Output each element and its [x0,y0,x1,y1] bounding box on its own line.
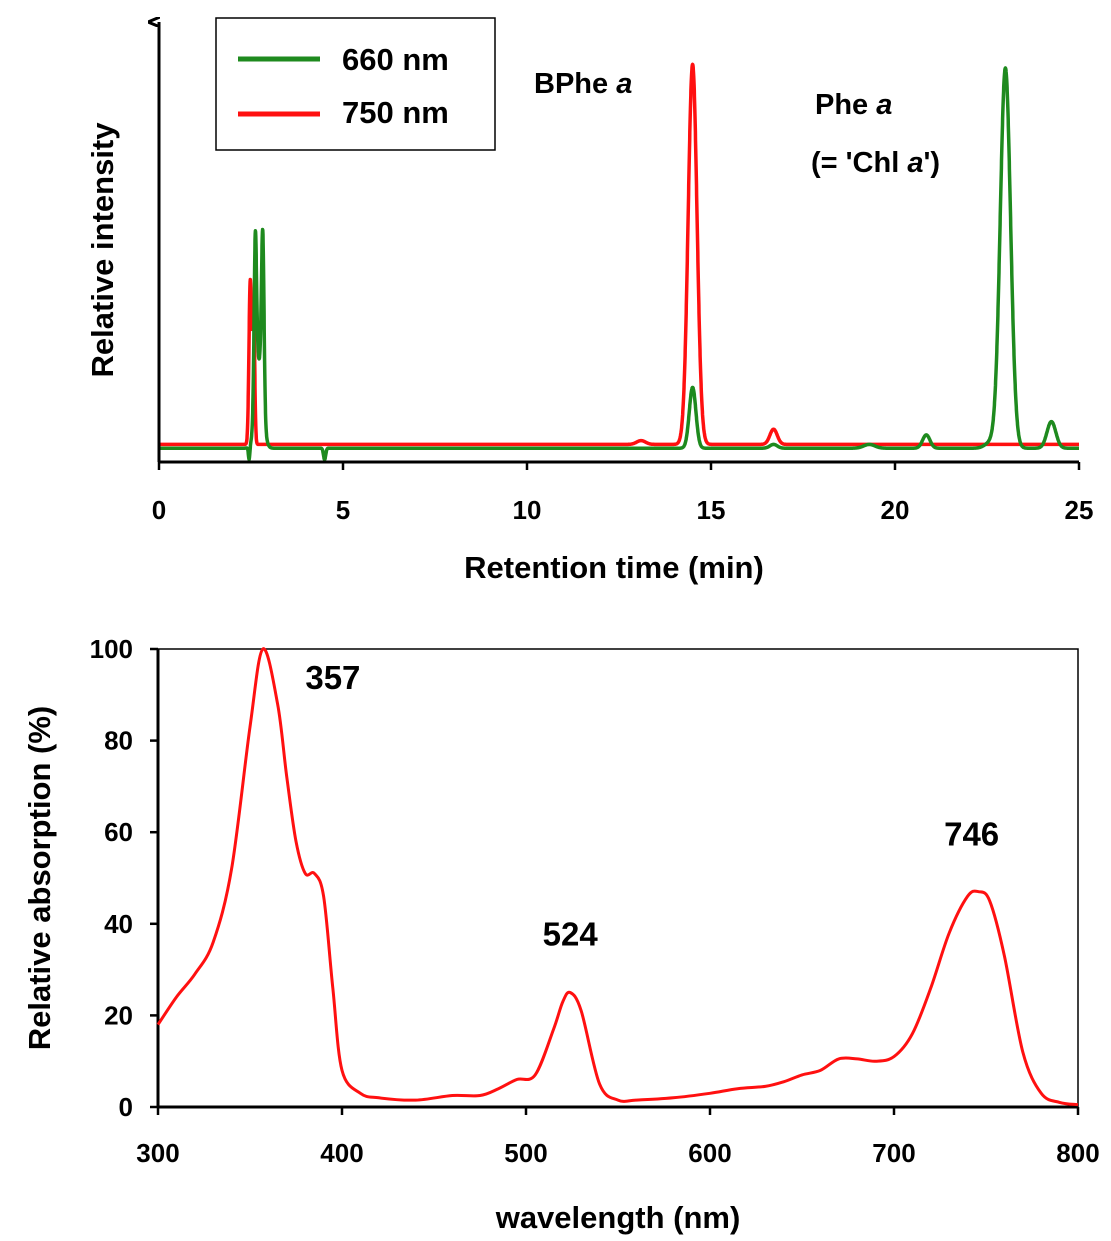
peak-label-524: 524 [543,916,599,953]
x-tick-label: 700 [872,1138,915,1168]
series-line-660nm [157,66,1081,462]
y-tick-label: 20 [104,1000,133,1030]
spectrum-x-ticks: 300 400 500 600 700 800 [136,1107,1100,1168]
y-tick-label: 100 [90,634,133,664]
legend-box [215,17,496,151]
y-tick-label: 0 [119,1092,133,1122]
peak-label-746: 746 [944,816,999,853]
chromatogram-y-axis-title: Relative intensity [85,122,120,378]
x-tick-label: 300 [136,1138,179,1168]
absorption-spectrum-chart: 300 400 500 600 700 800 0 20 40 60 80 100 357 524 74… [22,634,1100,1235]
annotation-bphe-a: BPhe a [534,68,632,100]
chromatogram-x-ticks: 0 5 10 15 20 25 [152,462,1094,525]
legend: 660 nm 750 nm [215,17,496,151]
spectrum-plot-area [156,647,1079,1107]
spectrum-x-axis-title: wavelength (nm) [495,1200,741,1235]
chromatogram-plot-area [157,62,1081,462]
x-tick-label: 0 [152,495,166,525]
x-tick-label: 500 [504,1138,547,1168]
spectrum-y-axis-title: Relative absorption (%) [22,706,57,1051]
x-tick-label: 25 [1065,495,1094,525]
peak-label-357: 357 [305,659,360,696]
x-tick-label: 800 [1056,1138,1099,1168]
x-tick-label: 15 [697,495,726,525]
spectrum-peak-labels: 357 524 746 [305,659,999,953]
x-tick-label: 600 [688,1138,731,1168]
x-tick-label: 5 [336,495,350,525]
chromatogram-chart: 0 5 10 15 20 25 Retention time (min) Relative… [85,18,1093,585]
x-tick-label: 400 [320,1138,363,1168]
y-tick-label: 40 [104,909,133,939]
legend-label-660nm: 660 nm [342,42,449,77]
spectrum-y-ticks: 0 20 40 60 80 100 [90,634,158,1122]
y-tick-label: 80 [104,726,133,756]
annotation-phe-a: Phe a [815,89,892,121]
x-tick-label: 10 [513,495,542,525]
series-line-750nm [157,62,1081,447]
y-tick-label: 60 [104,817,133,847]
spectrum-plot-frame [157,648,1079,1108]
chromatogram-x-axis-title: Retention time (min) [464,550,764,585]
absorption-spectrum-line [156,647,1079,1107]
annotation-chl-a-equivalent: (= 'Chl a') [811,147,940,179]
legend-label-750nm: 750 nm [342,95,449,130]
x-tick-label: 20 [881,495,910,525]
